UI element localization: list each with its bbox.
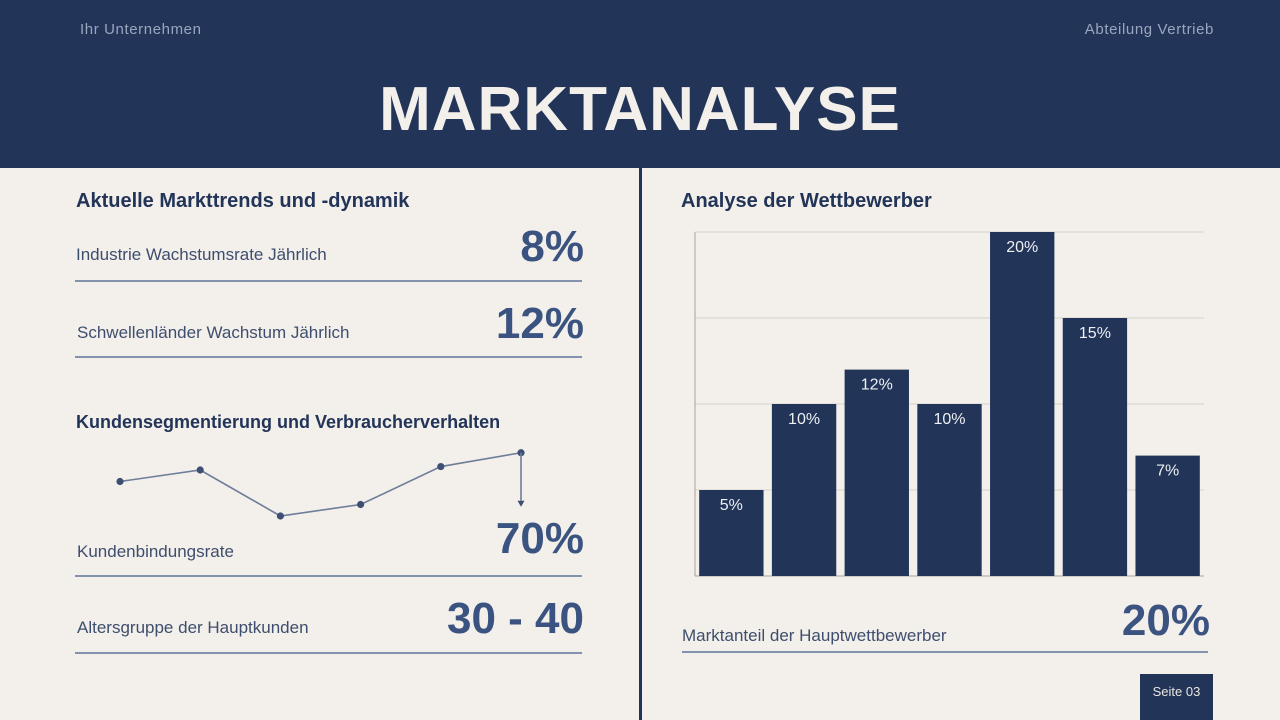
sparkline-point-5 (437, 462, 445, 471)
bar-label-2: 10% (788, 411, 820, 428)
bar-2 (771, 404, 837, 576)
column-divider (639, 168, 642, 720)
bar-label-4: 10% (933, 411, 965, 428)
bar-5 (990, 232, 1055, 576)
bar-7 (1135, 455, 1200, 576)
sparkline-arrow-head (517, 500, 525, 507)
emerging-growth-label: Schwellenländer Wachstum Jährlich (77, 323, 350, 342)
bar-1 (699, 490, 764, 576)
bar-3 (844, 369, 909, 576)
market-share-label: Marktanteil der Hauptwettbewerber (682, 626, 947, 645)
rule-market-share (682, 651, 1208, 653)
sparkline-line (119, 451, 522, 517)
page-title: MARKTANALYSE (379, 75, 901, 144)
bar-6 (1062, 318, 1128, 576)
rule-retention (75, 575, 582, 577)
page-number-badge: Seite 03 (1140, 674, 1213, 720)
bar-label-1: 5% (720, 497, 743, 514)
sparkline-point-4 (357, 500, 365, 509)
market-share-value: 20% (1121, 596, 1210, 645)
sparkline-point-2 (196, 466, 204, 474)
bar-label-5: 20% (1006, 239, 1038, 256)
sparkline-point-3 (276, 512, 284, 520)
sparkline-group (116, 449, 525, 520)
sparkline-point-1 (116, 477, 124, 486)
department-name: Abteilung Vertrieb (1084, 21, 1214, 38)
trends-heading: Aktuelle Markttrends und -dynamik (76, 190, 410, 212)
age-group-value: 30 - 40 (447, 594, 584, 643)
rule-industry-growth (75, 280, 582, 282)
bar-4 (917, 404, 982, 576)
competitor-heading: Analyse der Wettbewerber (681, 190, 932, 212)
age-group-label: Altersgruppe der Hauptkunden (77, 618, 309, 637)
rule-age-group (75, 652, 582, 654)
bar-label-3: 12% (861, 377, 893, 394)
bar-series: 5% 10% 12% 10% 20% 15% 7% (699, 232, 1200, 576)
industry-growth-label: Industrie Wachstumsrate Jährlich (76, 245, 327, 264)
bar-label-7: 7% (1156, 463, 1179, 480)
header-banner: Ihr Unternehmen Abteilung Vertrieb MARKT… (0, 0, 1280, 168)
rule-emerging-growth (75, 356, 582, 358)
bar-label-6: 15% (1079, 325, 1111, 342)
emerging-growth-value: 12% (495, 299, 584, 348)
retention-label: Kundenbindungsrate (77, 542, 234, 561)
company-name: Ihr Unternehmen (80, 21, 202, 38)
retention-value: 70% (495, 514, 584, 563)
industry-growth-value: 8% (520, 222, 584, 271)
segment-heading: Kundensegmentierung und Verbraucherverha… (76, 412, 501, 432)
